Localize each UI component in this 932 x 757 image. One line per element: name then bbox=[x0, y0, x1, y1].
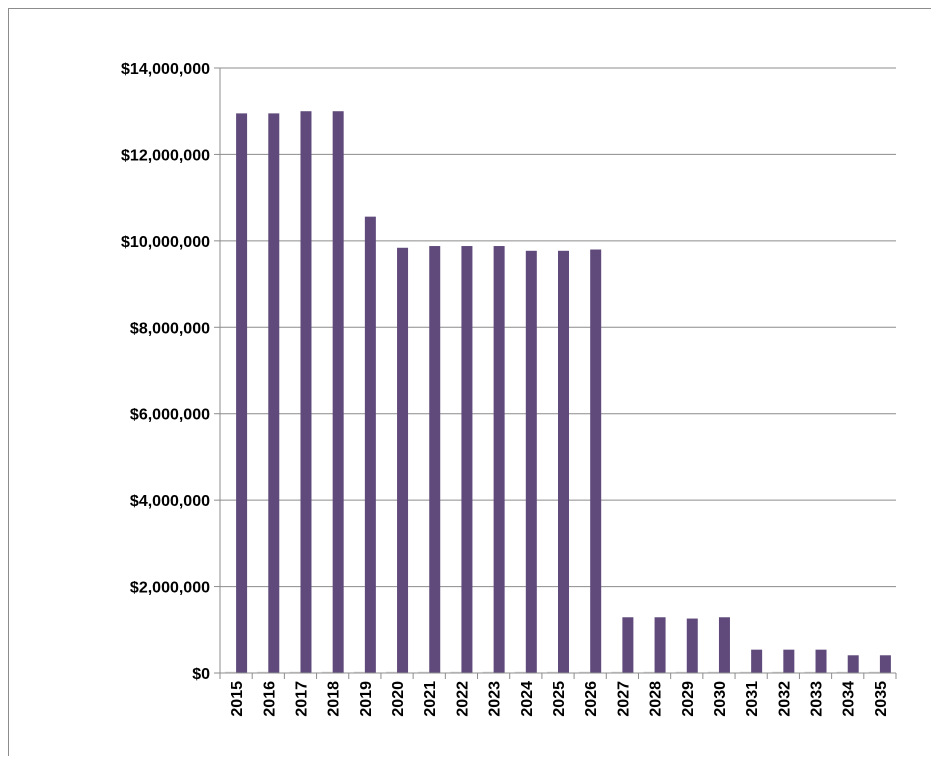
bar-2032-series-2 bbox=[783, 649, 795, 673]
bar-2021-series-2 bbox=[429, 246, 441, 674]
bar-2023-series-2 bbox=[493, 246, 505, 674]
bar-2033-series-2 bbox=[815, 649, 827, 673]
bar-2025-series-2 bbox=[558, 250, 569, 673]
x-tick-label: 2028 bbox=[648, 681, 665, 717]
bar-2031-series-1 bbox=[740, 671, 752, 673]
bar-2019-series-1 bbox=[353, 671, 365, 673]
x-tick-label: 2017 bbox=[293, 681, 310, 717]
x-tick-label: 2018 bbox=[326, 681, 343, 717]
y-tick-label: $4,000,000 bbox=[130, 493, 210, 510]
bar-2026-series-1 bbox=[579, 671, 591, 673]
bar-2029-series-2 bbox=[686, 618, 698, 673]
x-tick-label: 2023 bbox=[487, 681, 504, 717]
bars bbox=[225, 111, 891, 674]
x-tick-label: 2029 bbox=[680, 681, 697, 717]
x-tick-label: 2016 bbox=[261, 681, 278, 717]
y-tick-label: $8,000,000 bbox=[130, 320, 210, 337]
x-tick-label: 2027 bbox=[615, 681, 632, 717]
bar-2033-series-1 bbox=[804, 671, 816, 673]
bar-2019-series-2 bbox=[364, 216, 376, 673]
bar-2017-series-1 bbox=[289, 671, 301, 673]
x-tick-label: 2015 bbox=[229, 681, 246, 717]
bar-2027-series-2 bbox=[622, 617, 634, 673]
y-tick-label: $6,000,000 bbox=[130, 407, 210, 424]
bar-2017-series-2 bbox=[300, 111, 312, 673]
y-tick-label: $12,000,000 bbox=[121, 147, 210, 164]
bar-2022-series-1 bbox=[450, 671, 462, 673]
x-axis: 2015 2016 2017 2018 2019 2020 2021 2022 2023 2024… bbox=[219, 672, 897, 717]
bar-2035-series-2 bbox=[879, 655, 891, 673]
bar-2027-series-1 bbox=[611, 671, 623, 673]
x-tick-label: 2034 bbox=[841, 681, 858, 717]
x-tick-label: 2026 bbox=[583, 681, 600, 717]
bar-2028-series-2 bbox=[654, 617, 666, 673]
x-tick-label: 2022 bbox=[454, 681, 471, 717]
bar-2028-series-1 bbox=[643, 671, 655, 673]
x-tick-label: 2020 bbox=[390, 681, 407, 717]
x-tick-label: 2035 bbox=[873, 681, 890, 717]
bar-2029-series-1 bbox=[675, 671, 687, 673]
y-tick-label: $0 bbox=[192, 666, 210, 683]
bar-2034-series-1 bbox=[836, 671, 848, 673]
bar-2030-series-1 bbox=[707, 671, 719, 673]
bar-2018-series-2 bbox=[332, 111, 344, 673]
bar-2020-series-2 bbox=[397, 247, 409, 673]
bar-2030-series-2 bbox=[718, 617, 730, 673]
bar-2020-series-1 bbox=[386, 671, 398, 673]
bar-2016-series-1 bbox=[257, 671, 269, 673]
bar-2023-series-1 bbox=[482, 671, 494, 673]
x-tick-label: 2025 bbox=[551, 681, 568, 717]
bar-2035-series-1 bbox=[868, 671, 880, 673]
y-tick-label: $10,000,000 bbox=[121, 234, 210, 251]
bar-2016-series-2 bbox=[268, 113, 280, 673]
x-tick-label: 2031 bbox=[744, 681, 761, 717]
bar-2022-series-2 bbox=[461, 246, 473, 674]
bar-2024-series-1 bbox=[514, 671, 526, 673]
bar-2026-series-2 bbox=[590, 249, 602, 673]
bar-2021-series-1 bbox=[418, 671, 430, 673]
bar-2032-series-1 bbox=[772, 671, 784, 673]
bar-2024-series-2 bbox=[525, 250, 537, 673]
bar-2025-series-1 bbox=[547, 671, 558, 673]
x-tick-label: 2032 bbox=[776, 681, 793, 717]
bar-2031-series-2 bbox=[751, 649, 763, 673]
x-tick-label: 2021 bbox=[422, 681, 439, 717]
bar-2018-series-1 bbox=[321, 671, 333, 673]
x-tick-label: 2030 bbox=[712, 681, 729, 717]
bar-2034-series-2 bbox=[847, 655, 859, 673]
bar-2015-series-2 bbox=[236, 113, 248, 673]
y-tick-label: $14,000,000 bbox=[121, 61, 210, 78]
x-tick-label: 2033 bbox=[809, 681, 826, 717]
y-tick-label: $2,000,000 bbox=[130, 580, 210, 597]
y-axis: $0 $2,000,000 $4,000,000 $6,000,000 $8,000,0… bbox=[121, 61, 221, 683]
x-tick-label: 2019 bbox=[358, 681, 375, 717]
bar-2015-series-1 bbox=[225, 671, 237, 673]
x-tick-label: 2024 bbox=[519, 681, 536, 717]
